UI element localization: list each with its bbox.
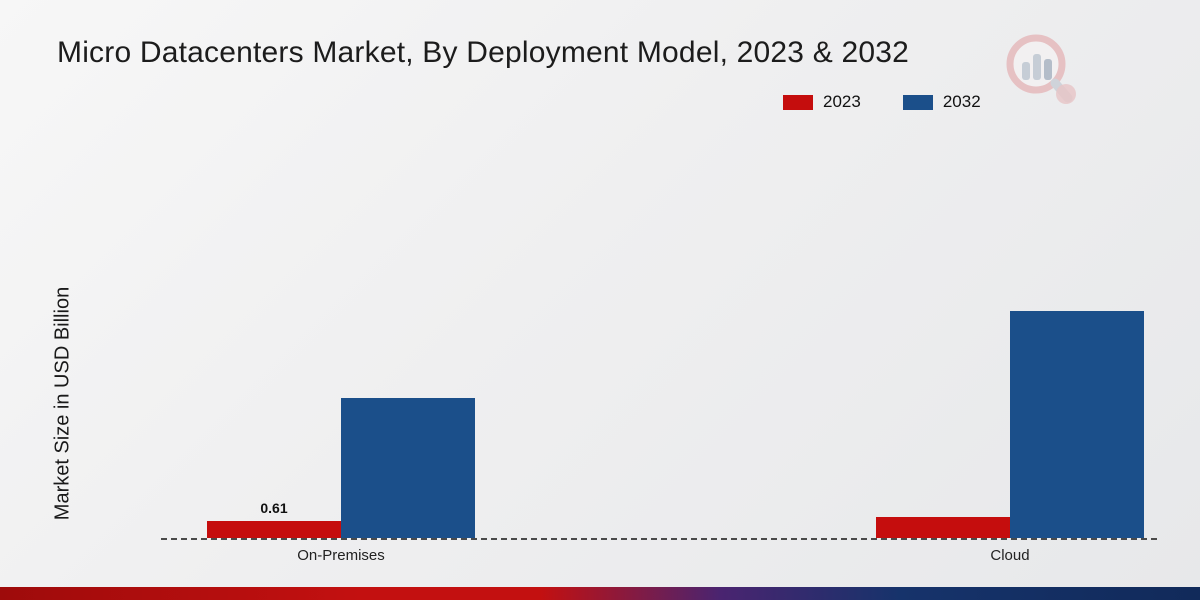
category-label-on-premises: On-Premises [297,547,385,564]
legend: 2023 2032 [783,92,981,112]
bar-cloud-2032 [1010,311,1144,538]
magnifier-chart-icon [1006,34,1076,104]
chart-title: Micro Datacenters Market, By Deployment … [57,36,909,69]
bar-on-premises-2023: 0.61 [207,500,341,538]
brand-logo [1002,32,1082,114]
category-label-cloud: Cloud [990,547,1030,564]
bar-on-premises-2032 [341,398,475,538]
bar-group-cloud: Cloud [876,311,1144,564]
legend-label-2023: 2023 [823,92,861,111]
y-axis-label: Market Size in USD Billion [51,286,74,521]
footer-gradient-bar [0,587,1200,600]
x-axis-baseline [161,538,1157,540]
legend-item-2023: 2023 [783,92,861,112]
legend-item-2032: 2032 [902,92,981,112]
legend-label-2032: 2032 [942,92,981,111]
bar-cloud-2023 [876,517,1010,538]
legend-swatch-2032 [902,94,933,110]
bar-group-on-premises: 0.61 On-Premises [207,398,475,564]
bar-value-label-on-premises-2023: 0.61 [260,500,288,516]
legend-swatch-2023 [783,94,813,110]
plot-area: 0.61 On-Premises Cloud [161,148,1157,564]
